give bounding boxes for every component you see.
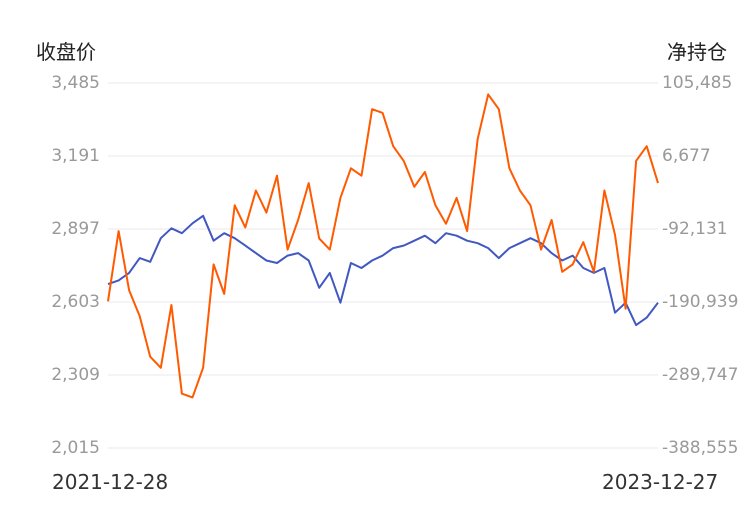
right-tick-label: -190,939	[662, 292, 739, 312]
left-tick-label: 2,603	[51, 292, 100, 312]
left-axis-title: 收盘价	[36, 40, 96, 64]
left-tick-label: 2,309	[51, 365, 100, 385]
net-position-line	[107, 93, 659, 399]
right-tick-label: -289,747	[662, 365, 739, 385]
left-tick-label: 3,191	[51, 146, 100, 166]
right-tick-label: 6,677	[662, 146, 711, 166]
x-start-label: 2021-12-28	[52, 470, 169, 494]
right-tick-label: 105,485	[662, 73, 733, 93]
right-axis-title: 净持仓	[667, 40, 727, 64]
close-price-line	[107, 214, 659, 327]
right-tick-label: -92,131	[662, 219, 728, 239]
right-tick-label: -388,555	[662, 438, 739, 458]
left-tick-label: 3,485	[51, 73, 100, 93]
left-tick-label: 2,015	[51, 438, 100, 458]
x-end-label: 2023-12-27	[602, 470, 719, 494]
left-tick-label: 2,897	[51, 219, 100, 239]
